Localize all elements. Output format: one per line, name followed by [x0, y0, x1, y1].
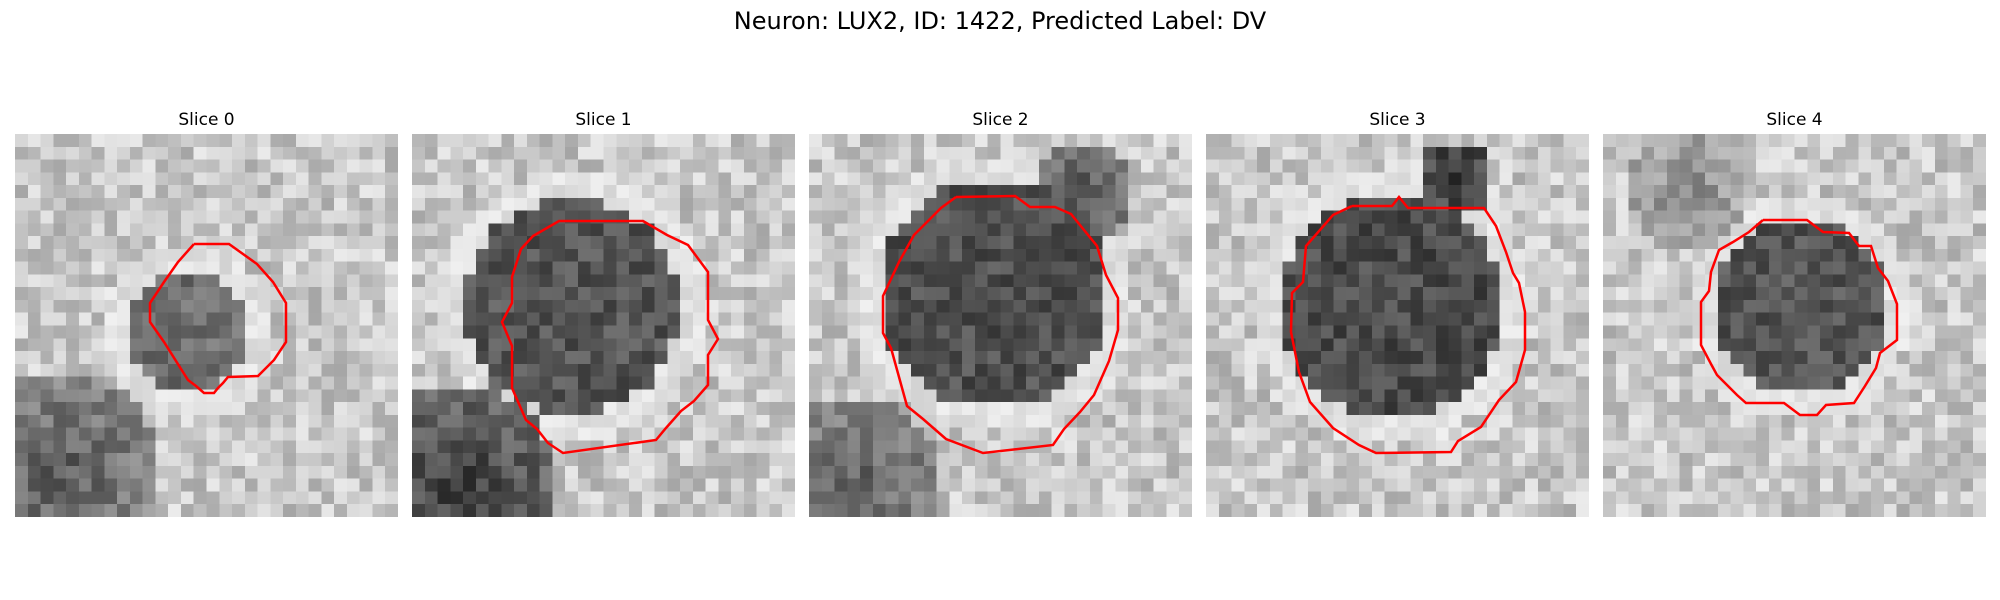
- slice-image-3: [1206, 134, 1589, 517]
- slice-image-2: [809, 134, 1192, 517]
- slice-title-3: Slice 3: [1369, 110, 1426, 130]
- slice-title-1: Slice 1: [575, 110, 632, 130]
- slice-title-0: Slice 0: [178, 110, 235, 130]
- slice-panel-3: Slice 3: [1206, 108, 1589, 517]
- slice-panel-4: Slice 4: [1603, 108, 1986, 517]
- slice-panel-1: Slice 1: [412, 108, 795, 517]
- slice-panel-0: Slice 0: [15, 108, 398, 517]
- slice-panel-2: Slice 2: [809, 108, 1192, 517]
- slice-image-0: [15, 134, 398, 517]
- figure-title: Neuron: LUX2, ID: 1422, Predicted Label:…: [733, 7, 1267, 35]
- slice-title-4: Slice 4: [1766, 110, 1823, 130]
- slice-title-2: Slice 2: [972, 110, 1029, 130]
- slice-image-1: [412, 134, 795, 517]
- slice-image-4: [1603, 134, 1986, 517]
